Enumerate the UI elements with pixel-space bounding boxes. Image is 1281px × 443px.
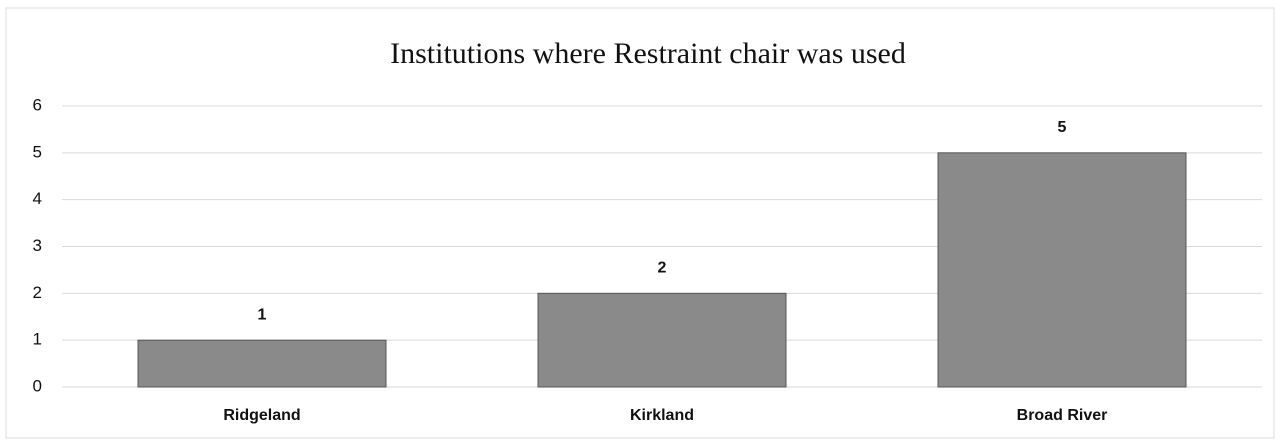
y-tick-label: 3 [33, 236, 42, 255]
y-tick-label: 0 [33, 376, 42, 395]
x-tick-label: Broad River [1017, 407, 1108, 424]
y-tick-label: 2 [33, 283, 42, 302]
bar [937, 152, 1187, 388]
x-tick-label: Ridgeland [223, 407, 300, 424]
data-label: 1 [258, 306, 267, 323]
x-tick-label: Kirkland [630, 407, 694, 424]
y-tick-label: 6 [33, 95, 42, 114]
data-label: 5 [1058, 119, 1067, 136]
y-tick-label: 1 [33, 330, 42, 349]
bar [537, 292, 787, 388]
data-label: 2 [658, 260, 667, 277]
y-tick-label: 4 [33, 189, 42, 208]
y-tick-label: 5 [33, 142, 42, 161]
bar [137, 339, 387, 388]
chart-title: Institutions where Restraint chair was u… [390, 37, 906, 70]
